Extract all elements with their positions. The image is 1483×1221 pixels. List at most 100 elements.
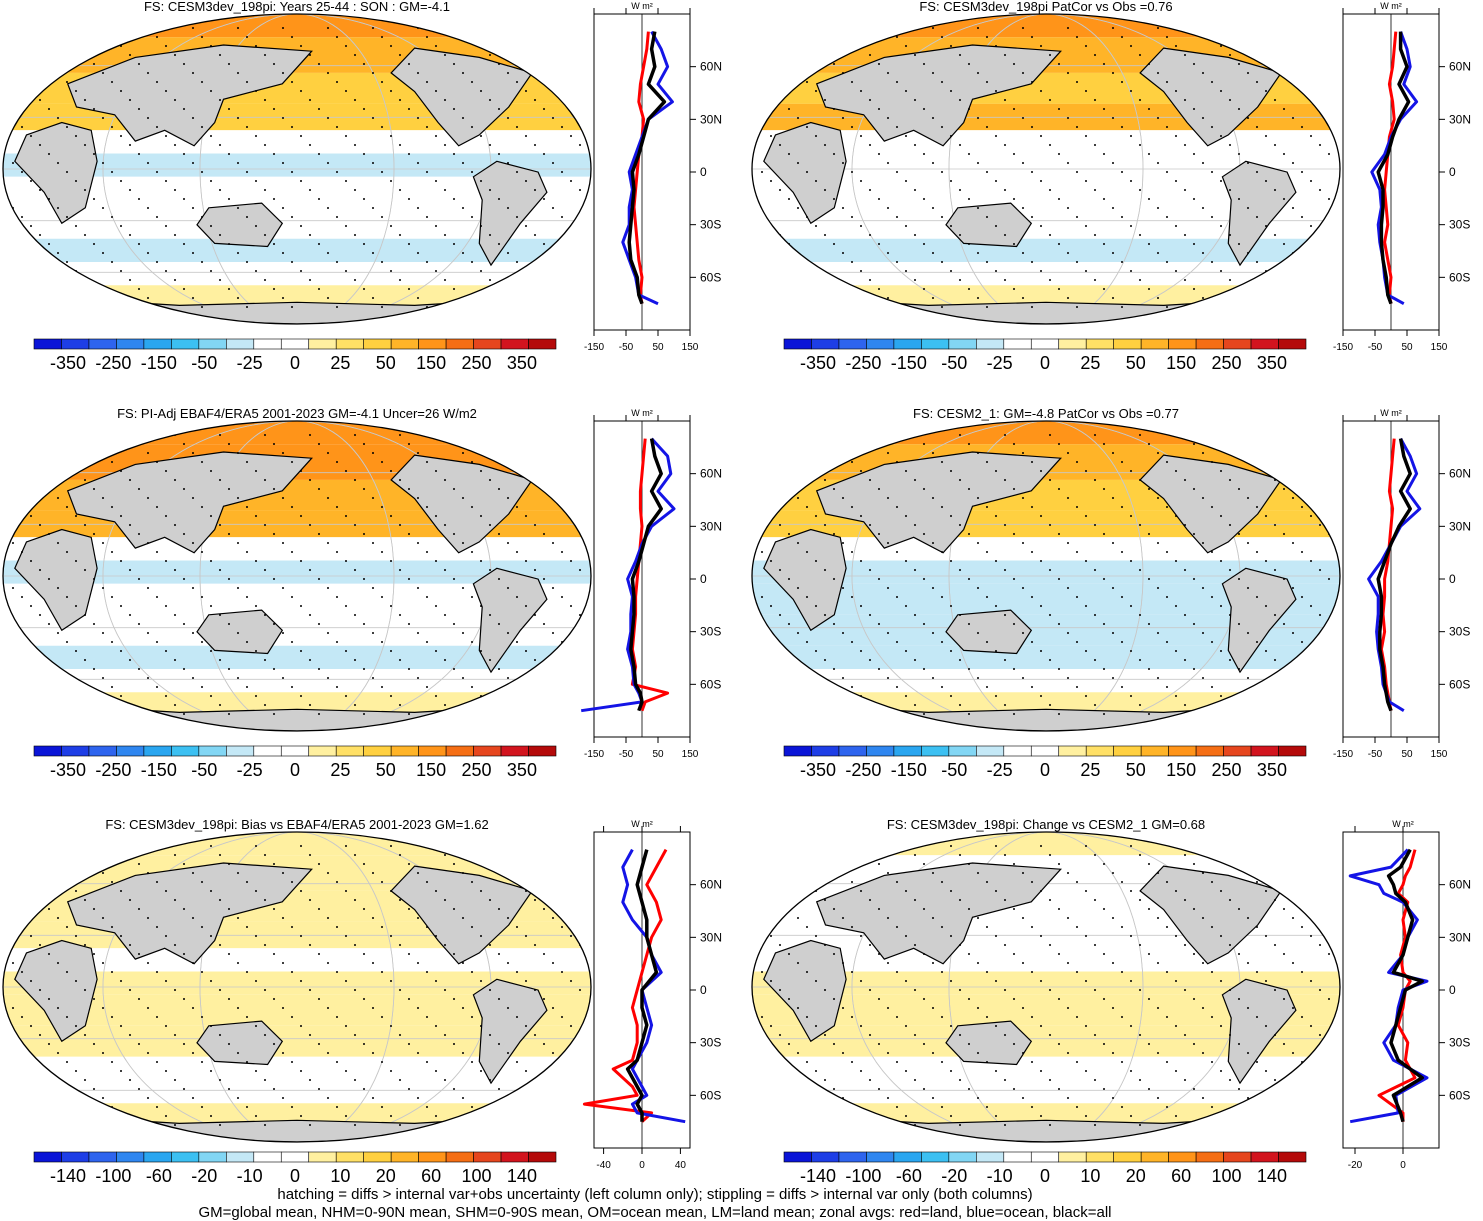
colorbar-cell bbox=[500, 338, 529, 350]
series-ocean bbox=[621, 848, 686, 1124]
colorbar-cell bbox=[838, 338, 867, 350]
field-band bbox=[752, 832, 1340, 856]
y-tick-label: 30S bbox=[700, 218, 721, 232]
colorbar-cell bbox=[811, 745, 840, 757]
colorbar-cell bbox=[226, 745, 255, 757]
colorbar-cell bbox=[198, 338, 227, 350]
colorbar-label: 350 bbox=[1257, 760, 1287, 780]
colorbar-cell bbox=[893, 1151, 922, 1163]
colorbar-label: 50 bbox=[1126, 760, 1146, 780]
colorbar-cell bbox=[390, 338, 419, 350]
panel-title: FS: CESM3dev_198pi PatCor vs Obs =0.76 bbox=[919, 0, 1172, 14]
y-tick-label: 60S bbox=[1449, 677, 1470, 691]
continent-shape bbox=[76, 298, 518, 324]
colorbar-cell bbox=[1250, 338, 1279, 350]
colorbar-cell bbox=[921, 1151, 950, 1163]
colorbar-label: -100 bbox=[95, 1166, 131, 1186]
continent-shape bbox=[945, 609, 1033, 655]
colorbar-cell bbox=[1168, 338, 1197, 350]
field-band bbox=[3, 669, 591, 693]
colorbar-label: 100 bbox=[462, 1166, 492, 1186]
colorbar-cell bbox=[61, 745, 90, 757]
meridian-line bbox=[199, 421, 395, 731]
colorbar-cell bbox=[1113, 338, 1142, 350]
colorbar-cell bbox=[198, 745, 227, 757]
field-band bbox=[3, 238, 591, 262]
continent-shape bbox=[196, 1020, 284, 1066]
colorbar-label: -140 bbox=[50, 1166, 86, 1186]
field-band bbox=[3, 971, 591, 995]
colorbar-cell bbox=[116, 338, 145, 350]
series-all bbox=[1376, 31, 1411, 305]
y-tick-label: 0 bbox=[700, 165, 707, 179]
continent-shape bbox=[815, 44, 1062, 147]
x-tick-label: 150 bbox=[682, 749, 699, 760]
colorbar-cell bbox=[866, 745, 895, 757]
colorbar-cell bbox=[1058, 1151, 1087, 1163]
panel-title: FS: CESM3dev_198pi: Years 25-44 : SON : … bbox=[144, 0, 450, 14]
field-band bbox=[752, 14, 1340, 38]
footnote-line-2: GM=global mean, NHM=0-90N mean, SHM=0-90… bbox=[198, 1204, 1112, 1221]
y-tick-label: 60N bbox=[1449, 60, 1471, 74]
colorbar-label: -350 bbox=[800, 353, 836, 373]
map-outline bbox=[2, 831, 592, 1143]
colorbar-cell bbox=[1278, 745, 1307, 757]
map-outline bbox=[2, 13, 592, 325]
continent-shape bbox=[390, 865, 534, 965]
colorbar-cell bbox=[335, 338, 364, 350]
colorbar-label: -20 bbox=[191, 1166, 217, 1186]
map-panel-4: FS: CESM2_1: GM=-4.8 PatCor vs Obs =0.77 bbox=[751, 406, 1341, 732]
colorbar-cell bbox=[473, 1151, 502, 1163]
y-tick-label: 0 bbox=[700, 983, 707, 997]
continent-shape bbox=[1139, 47, 1283, 147]
x-tick-label: 50 bbox=[652, 749, 664, 760]
colorbar-label: 25 bbox=[1080, 353, 1100, 373]
field-band bbox=[752, 560, 1340, 584]
colorbar-label: -50 bbox=[191, 353, 217, 373]
colorbar-cell bbox=[171, 745, 200, 757]
series-all bbox=[627, 31, 667, 305]
colorbar-cell bbox=[280, 338, 310, 350]
panel-title: FS: CESM2_1: GM=-4.8 PatCor vs Obs =0.77 bbox=[913, 406, 1179, 421]
map-panel-1: FS: CESM3dev_198pi: Years 25-44 : SON : … bbox=[2, 0, 592, 325]
colorbar-1: -350 -250 -150 -50 -25 0 25 50 150 250 350 bbox=[33, 338, 557, 373]
field-band bbox=[752, 153, 1340, 177]
colorbar-cell bbox=[838, 745, 867, 757]
continent-shape bbox=[390, 454, 534, 554]
colorbar-label: -250 bbox=[845, 760, 881, 780]
colorbar-cell bbox=[280, 1151, 310, 1163]
colorbar-label: 10 bbox=[1080, 1166, 1100, 1186]
colorbar-label: -25 bbox=[237, 760, 263, 780]
continent-shape bbox=[14, 939, 98, 1043]
x-tick-label: -150 bbox=[1333, 342, 1353, 353]
colorbar-cell bbox=[921, 338, 950, 350]
x-tick-label: 150 bbox=[682, 342, 699, 353]
continent-shape bbox=[1221, 567, 1297, 674]
colorbar-cell bbox=[445, 1151, 474, 1163]
y-tick-label: 0 bbox=[1449, 572, 1456, 586]
colorbar-cell bbox=[143, 338, 172, 350]
continent-shape bbox=[763, 939, 847, 1043]
colorbar-cell bbox=[116, 745, 145, 757]
colorbar-label: -350 bbox=[50, 760, 86, 780]
x-tick-label: 50 bbox=[652, 342, 664, 353]
map-outline bbox=[751, 831, 1341, 1143]
map-outline bbox=[2, 420, 592, 732]
field-band bbox=[752, 262, 1340, 286]
colorbar-cell bbox=[363, 338, 392, 350]
colorbar-cell bbox=[33, 1151, 62, 1163]
colorbar-label: 25 bbox=[330, 760, 350, 780]
field-band bbox=[752, 971, 1340, 995]
continent-shape bbox=[390, 47, 534, 147]
y-tick-label: 60N bbox=[1449, 467, 1471, 481]
colorbar-label: 140 bbox=[1257, 1166, 1287, 1186]
colorbar-cell bbox=[253, 338, 282, 350]
colorbar-label: -150 bbox=[891, 353, 927, 373]
x-tick-label: 150 bbox=[1431, 342, 1448, 353]
x-tick-label: 50 bbox=[1401, 342, 1413, 353]
field-band bbox=[752, 1080, 1340, 1104]
colorbar-cell bbox=[811, 338, 840, 350]
colorbar-cell bbox=[1195, 338, 1224, 350]
zonal-profile-4: -150 -50 50 150 60N 30N 0 30S 60S W m² bbox=[1333, 408, 1471, 760]
colorbar-label: 0 bbox=[290, 353, 300, 373]
